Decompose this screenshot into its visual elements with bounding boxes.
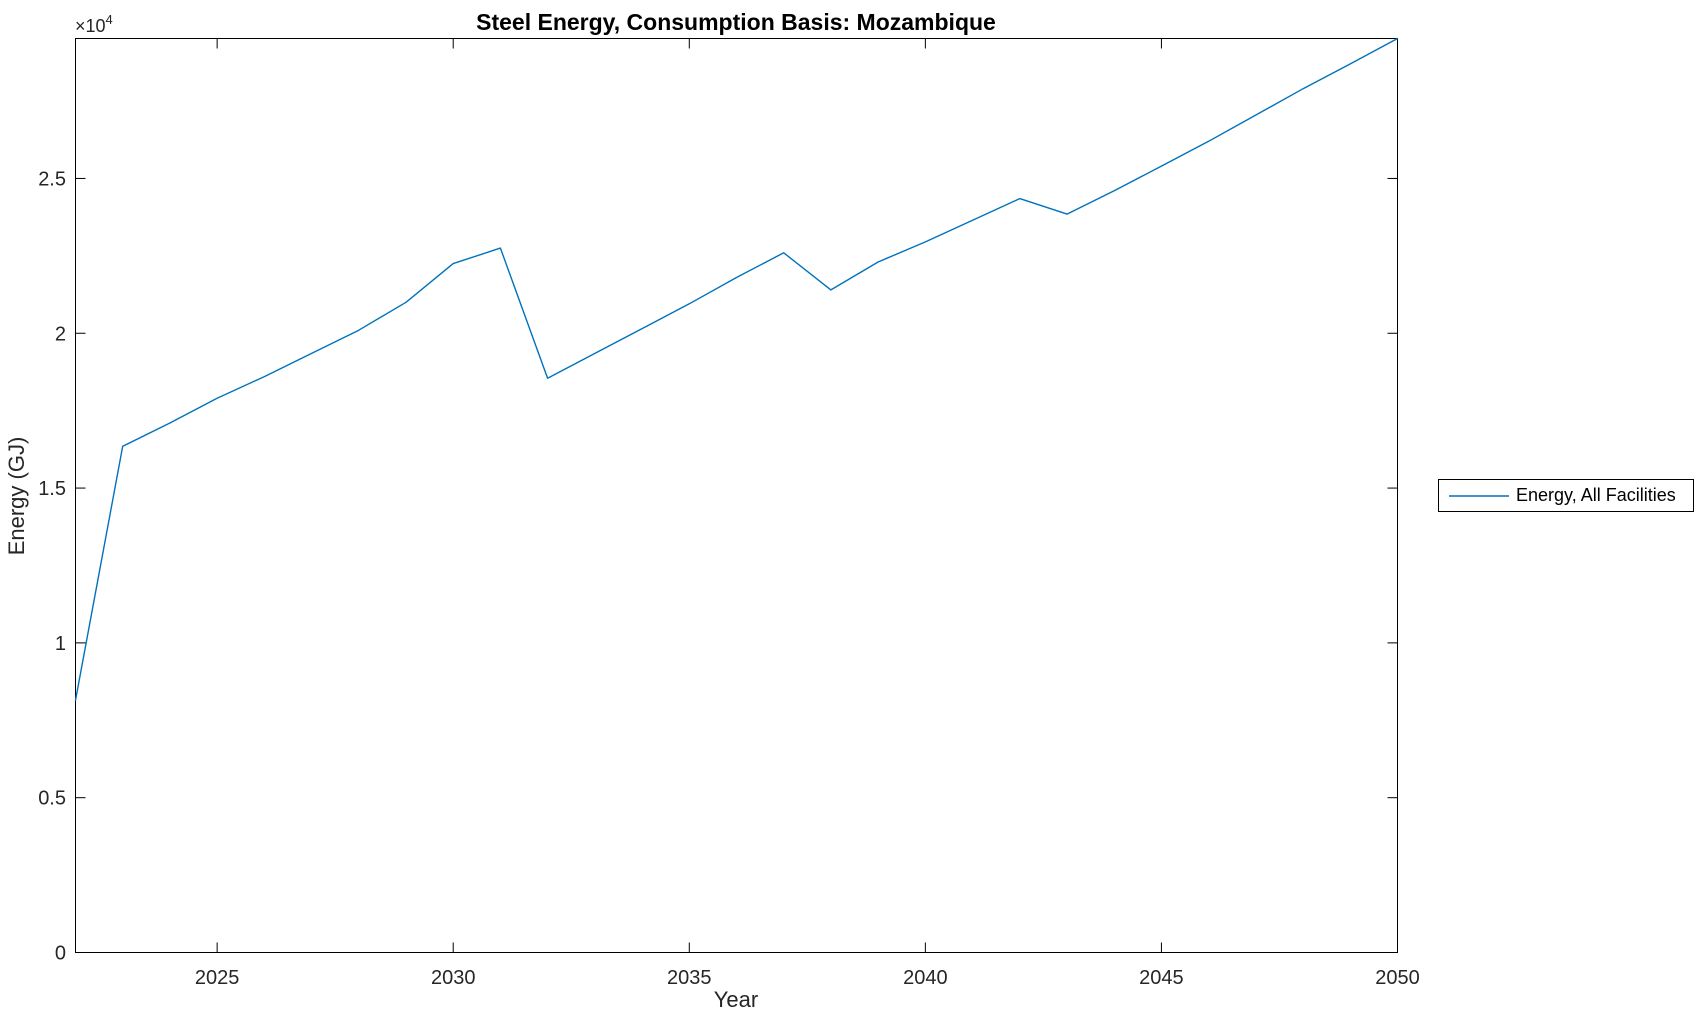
y-tick-label: 1.5 — [38, 478, 66, 500]
legend-label: Energy, All Facilities — [1516, 485, 1676, 505]
x-axis-label: Year — [714, 987, 758, 1012]
y-tick-label: 2 — [55, 323, 66, 345]
x-tick-label: 2045 — [1139, 967, 1184, 989]
y-axis-multiplier: ×104 — [75, 12, 113, 36]
axes-generated: 2025 2030 2035 2040 2045 2050 0 0.5 1 1.5 2 2.5 — [38, 37, 1420, 989]
x-tick-label: 2025 — [195, 967, 240, 989]
y-tick-label: 0 — [55, 943, 66, 965]
y-tick-label: 0.5 — [38, 788, 66, 810]
axes-box — [75, 38, 1398, 953]
chart-title: Steel Energy, Consumption Basis: Mozambi… — [476, 9, 996, 35]
x-tick-label: 2050 — [1375, 967, 1420, 989]
y-tick-label: 2.5 — [38, 168, 66, 190]
y-tick-label: 1 — [55, 633, 66, 655]
legend-line-icon — [1449, 494, 1509, 497]
x-tick-label: 2030 — [431, 967, 476, 989]
x-tick-label: 2035 — [667, 967, 712, 989]
x-tick-label: 2040 — [903, 967, 948, 989]
series-line-energy-all-facilities — [74, 37, 1399, 701]
legend-box[interactable]: Energy, All Facilities — [1438, 479, 1694, 512]
y-axis-label: Energy (GJ) — [4, 437, 29, 556]
